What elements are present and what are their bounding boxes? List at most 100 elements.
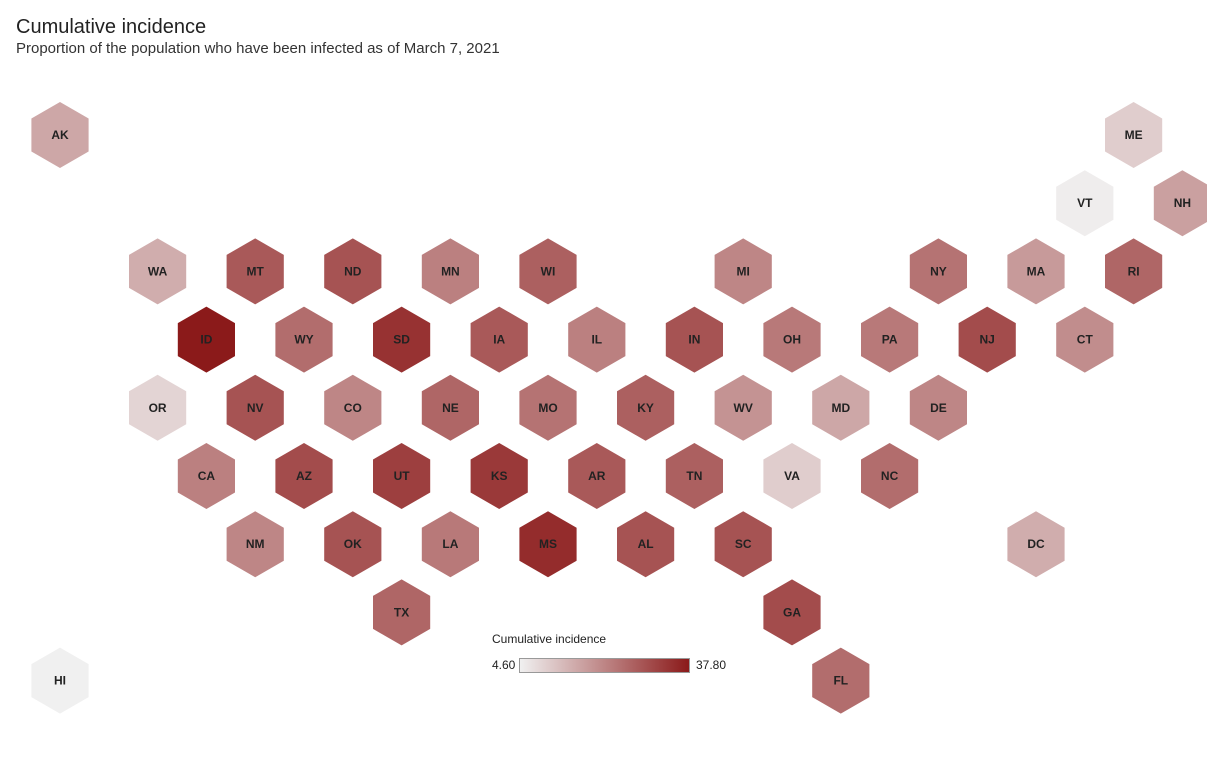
state-hex-nm[interactable]: NM [226, 511, 284, 578]
state-hex-tn[interactable]: TN [665, 443, 723, 509]
state-hex-pa[interactable]: PA [861, 306, 919, 373]
state-label: LA [442, 537, 458, 551]
state-hex-mi[interactable]: MI [714, 238, 772, 305]
state-label: SD [393, 333, 410, 347]
state-label: MN [441, 264, 460, 278]
state-hex-in[interactable]: IN [665, 306, 723, 373]
state-hex-ri[interactable]: RI [1105, 238, 1163, 305]
state-hex-la[interactable]: LA [421, 511, 479, 578]
state-label: OH [783, 333, 801, 347]
state-hex-mt[interactable]: MT [226, 238, 284, 305]
state-hex-vt[interactable]: VT [1056, 170, 1114, 237]
state-hex-ny[interactable]: NY [909, 238, 967, 305]
state-hex-shape [1105, 238, 1163, 305]
state-hex-ar[interactable]: AR [568, 443, 626, 509]
state-hex-shape [470, 306, 528, 373]
state-hex-ok[interactable]: OK [324, 511, 382, 578]
state-hex-sc[interactable]: SC [714, 511, 772, 578]
state-hex-il[interactable]: IL [568, 306, 626, 373]
state-hex-me[interactable]: ME [1105, 102, 1163, 168]
state-hex-shape [324, 511, 382, 578]
state-hex-sd[interactable]: SD [373, 306, 431, 373]
state-hex-shape [226, 238, 284, 305]
state-label: AR [588, 469, 606, 483]
state-hex-nh[interactable]: NH [1153, 170, 1207, 237]
state-hex-va[interactable]: VA [763, 443, 821, 509]
state-label: MS [539, 537, 557, 551]
state-label: NE [442, 401, 459, 415]
state-label: GA [783, 605, 801, 619]
state-label: SC [735, 537, 752, 551]
state-label: AL [638, 537, 654, 551]
state-hex-shape [31, 647, 89, 714]
state-hex-fl[interactable]: FL [812, 647, 870, 714]
state-label: VT [1077, 196, 1093, 210]
state-label: WA [148, 264, 168, 278]
state-hex-az[interactable]: AZ [275, 443, 333, 509]
state-hex-hi[interactable]: HI [31, 647, 89, 714]
state-hex-ca[interactable]: CA [177, 443, 235, 509]
state-label: NY [930, 264, 947, 278]
state-label: UT [394, 469, 411, 483]
state-hex-shape [714, 374, 772, 441]
state-hex-md[interactable]: MD [812, 374, 870, 441]
state-hex-shape [275, 443, 333, 509]
state-hex-nc[interactable]: NC [861, 443, 919, 509]
state-hex-dc[interactable]: DC [1007, 511, 1065, 578]
state-hex-nv[interactable]: NV [226, 374, 284, 441]
state-hex-ct[interactable]: CT [1056, 306, 1114, 373]
state-label: CT [1077, 333, 1094, 347]
chart-title: Cumulative incidence [16, 16, 207, 38]
state-hex-id[interactable]: ID [177, 306, 235, 373]
state-label: ND [344, 264, 362, 278]
legend-max-label: 37.80 [696, 658, 727, 672]
state-label: MT [247, 264, 265, 278]
state-hex-ma[interactable]: MA [1007, 238, 1065, 305]
state-hex-co[interactable]: CO [324, 374, 382, 441]
state-hex-wy[interactable]: WY [275, 306, 333, 373]
state-hex-nd[interactable]: ND [324, 238, 382, 305]
state-label: KS [491, 469, 508, 483]
state-hex-ia[interactable]: IA [470, 306, 528, 373]
state-hex-mo[interactable]: MO [519, 374, 577, 441]
state-hex-ne[interactable]: NE [421, 374, 479, 441]
state-hex-shape [226, 511, 284, 578]
state-hex-shape [714, 511, 772, 578]
state-hex-al[interactable]: AL [617, 511, 675, 578]
state-hex-ky[interactable]: KY [617, 374, 675, 441]
state-hex-shape [373, 443, 431, 509]
state-hex-shape [763, 443, 821, 509]
state-label: KY [637, 401, 654, 415]
state-hex-wa[interactable]: WA [129, 238, 187, 305]
state-label: IA [493, 333, 505, 347]
state-hex-shape [1153, 170, 1207, 237]
state-hex-ak[interactable]: AK [31, 102, 89, 168]
state-hex-wv[interactable]: WV [714, 374, 772, 441]
state-label: NM [246, 537, 265, 551]
state-hex-mn[interactable]: MN [421, 238, 479, 305]
state-hex-ks[interactable]: KS [470, 443, 528, 509]
state-hex-shape [129, 374, 187, 441]
state-label: WV [734, 401, 753, 415]
state-label: MD [831, 401, 850, 415]
state-hex-shape [665, 306, 723, 373]
state-label: NV [247, 401, 264, 415]
state-hex-shape [1007, 511, 1065, 578]
state-hex-shape [763, 306, 821, 373]
state-label: IN [688, 333, 700, 347]
state-label: DC [1027, 537, 1045, 551]
state-hex-ut[interactable]: UT [373, 443, 431, 509]
state-label: WY [294, 333, 313, 347]
state-hex-shape [1007, 238, 1065, 305]
state-hex-nj[interactable]: NJ [958, 306, 1016, 373]
state-hex-tx[interactable]: TX [373, 579, 431, 646]
state-label: OR [149, 401, 167, 415]
state-hex-or[interactable]: OR [129, 374, 187, 441]
state-hex-wi[interactable]: WI [519, 238, 577, 305]
state-hex-shape [909, 238, 967, 305]
state-hex-oh[interactable]: OH [763, 306, 821, 373]
state-hex-ga[interactable]: GA [763, 579, 821, 646]
state-hex-de[interactable]: DE [909, 374, 967, 441]
state-hex-ms[interactable]: MS [519, 511, 577, 578]
